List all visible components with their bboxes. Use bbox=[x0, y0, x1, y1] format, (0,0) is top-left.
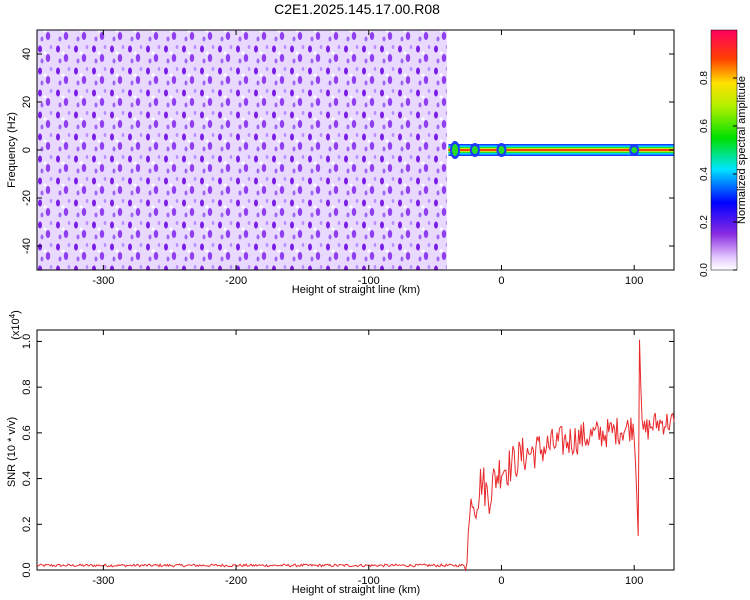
x-tick-label: -300 bbox=[92, 575, 114, 587]
x-tick-label: -100 bbox=[358, 275, 380, 287]
colorbar-tick-label: 0.6 bbox=[699, 119, 710, 133]
top-y-axis-label: Frequency (Hz) bbox=[6, 112, 18, 188]
y-tick-label: 0 bbox=[21, 147, 33, 153]
bottom-y-axis: 0.0 0.2 0.4 0.6 0.8 1.0 bbox=[21, 334, 674, 578]
y-tick-label: -20 bbox=[21, 190, 33, 206]
colorbar-gradient bbox=[710, 29, 738, 271]
y-tick-label: 20 bbox=[21, 96, 33, 108]
bottom-y-axis-label: SNR (10 * v/v) bbox=[6, 417, 18, 487]
y-tick-label: 0.4 bbox=[21, 471, 33, 486]
snr-panel: -300 -200 -100 0 100 0.0 0.2 0.4 0.6 0.8 1.0 Heig… bbox=[6, 310, 675, 596]
x-tick-label: 0 bbox=[498, 275, 504, 287]
snr-series-line bbox=[36, 339, 675, 572]
svg-text:(x104): (x104) bbox=[8, 310, 22, 340]
y-tick-label: 0.6 bbox=[21, 425, 33, 440]
y-scale-base: (x10 bbox=[10, 318, 22, 339]
colorbar: 0.0 0.2 0.4 0.6 0.8 Normalized spectral ampl… bbox=[699, 29, 748, 277]
y-tick-label: 40 bbox=[21, 48, 33, 60]
signal-band-layer bbox=[448, 149, 674, 151]
colorbar-tick-label: 0.0 bbox=[699, 263, 710, 277]
signal-bump-core bbox=[452, 144, 459, 156]
x-tick-label: -200 bbox=[225, 275, 247, 287]
colorbar-tick-label: 0.2 bbox=[699, 215, 710, 229]
top-y-axis: -40 -20 0 20 40 bbox=[21, 48, 674, 254]
x-tick-label: 100 bbox=[625, 275, 643, 287]
y-scale-exponent: 4 bbox=[8, 313, 17, 318]
y-scale-multiplier: (x104) bbox=[8, 310, 22, 340]
signal-bump-core bbox=[498, 146, 505, 154]
x-tick-label: -300 bbox=[92, 275, 114, 287]
chart-title: C2E1.2025.145.17.00.R08 bbox=[274, 1, 440, 17]
bottom-x-axis-label: Height of straight line (km) bbox=[292, 584, 420, 596]
colorbar-tick-label: 0.4 bbox=[699, 167, 710, 181]
y-tick-label: 0.0 bbox=[21, 562, 33, 577]
y-tick-label: 1.0 bbox=[21, 334, 33, 349]
colorbar-label: Normalized spectral amplitude bbox=[736, 76, 748, 224]
colorbar-tick-label: 0.8 bbox=[699, 71, 710, 85]
y-tick-label: 0.2 bbox=[21, 517, 33, 532]
bottom-x-axis: -300 -200 -100 0 100 bbox=[92, 330, 643, 587]
signal-band bbox=[448, 141, 674, 159]
top-x-axis: -300 -200 -100 0 100 bbox=[92, 30, 643, 287]
top-x-axis-label: Height of straight line (km) bbox=[292, 284, 420, 296]
y-tick-label: -40 bbox=[21, 238, 33, 254]
x-tick-label: 100 bbox=[625, 575, 643, 587]
x-tick-label: -200 bbox=[225, 575, 247, 587]
colorbar-ticks: 0.0 0.2 0.4 0.6 0.8 bbox=[699, 71, 737, 277]
snr-plot-area bbox=[36, 329, 675, 571]
x-tick-label: -100 bbox=[358, 575, 380, 587]
signal-bump-core bbox=[631, 147, 638, 153]
y-tick-label: 0.8 bbox=[21, 379, 33, 394]
x-tick-label: 0 bbox=[498, 575, 504, 587]
noise-region bbox=[37, 30, 447, 270]
signal-bump-core bbox=[471, 146, 478, 154]
